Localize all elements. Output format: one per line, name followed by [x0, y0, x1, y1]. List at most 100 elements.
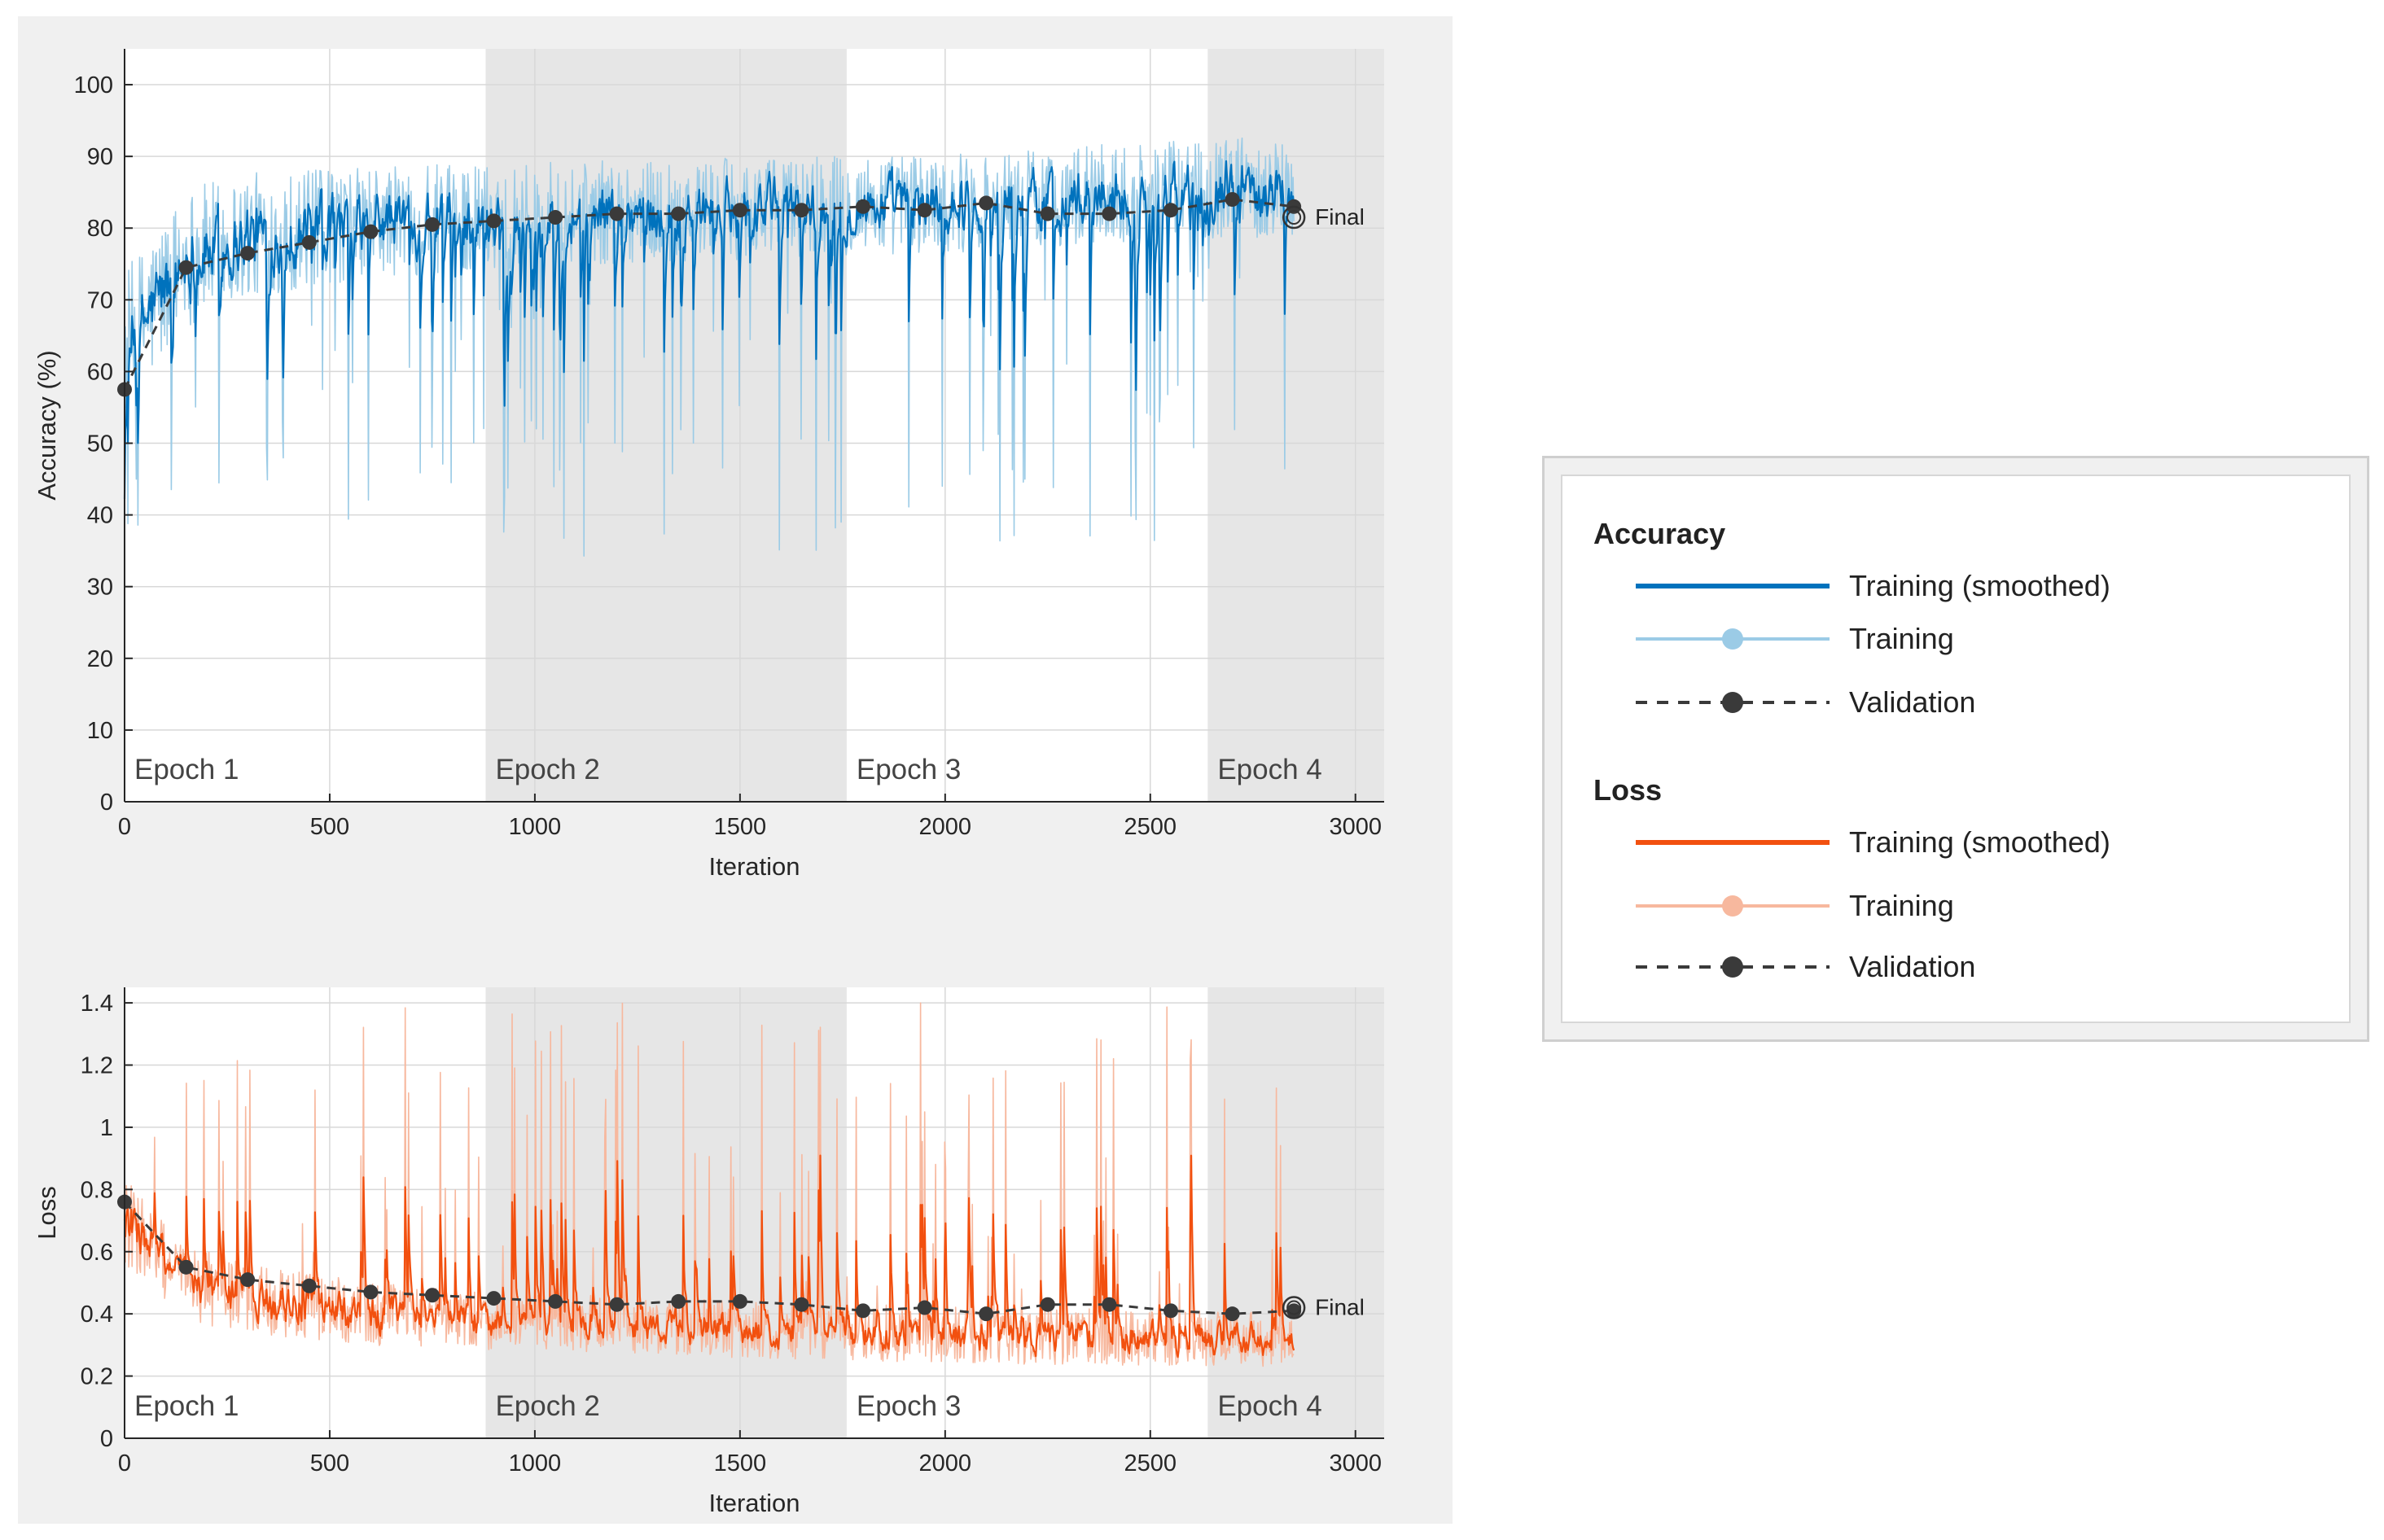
- validation-point: [178, 1259, 194, 1275]
- series-validation: [123, 198, 1295, 391]
- validation-point: [979, 1306, 994, 1322]
- validation-point: [1040, 206, 1055, 221]
- legend-label: Training (smoothed): [1849, 825, 2110, 859]
- y-tick-label: 0.6: [81, 1240, 113, 1266]
- epoch-label: Epoch 3: [857, 1390, 961, 1422]
- x-tick-label: 3000: [1329, 814, 1382, 840]
- y-tick-label: 1.4: [81, 991, 113, 1017]
- final-label: Final: [1315, 204, 1365, 230]
- validation-point: [301, 1278, 317, 1293]
- x-axis-label: Iteration: [708, 1489, 800, 1517]
- final-marker: [1282, 1296, 1306, 1319]
- validation-point: [1225, 192, 1240, 207]
- x-axis-label: Iteration: [708, 852, 800, 881]
- y-tick-label: 0: [100, 1426, 113, 1452]
- epoch-band: [485, 987, 847, 1438]
- y-tick-label: 0.4: [81, 1302, 113, 1328]
- loss-chart: Final Epoch 1 Epoch 2 Epoch 3 Epoch 4 0 0.2 0.4…: [33, 987, 1384, 1517]
- validation-point: [794, 1297, 809, 1312]
- legend-line-loss-raw: [1636, 895, 1830, 917]
- validation-point: [732, 1293, 747, 1309]
- y-tick-label: 50: [87, 431, 113, 457]
- epoch-band: [1207, 987, 1384, 1438]
- legend-heading-accuracy: Accuracy: [1593, 517, 1726, 550]
- legend-label: Validation: [1849, 950, 1976, 983]
- y-tick-label: 100: [74, 72, 113, 98]
- final-label: Final: [1315, 1295, 1365, 1320]
- legend-item-accuracy-validation: Validation: [1636, 686, 2320, 719]
- validation-point: [240, 1272, 256, 1288]
- validation-point: [363, 1284, 379, 1300]
- y-tick-label: 40: [87, 503, 113, 529]
- series-training-smoothed: [123, 1154, 1295, 1358]
- validation-point: [856, 1303, 871, 1319]
- y-tick-label: 60: [87, 359, 113, 385]
- validation-point: [1102, 1297, 1117, 1312]
- validation-point: [732, 203, 747, 218]
- x-tick-label: 2500: [1124, 1450, 1177, 1477]
- series-training-raw: [124, 1002, 1295, 1367]
- validation-point: [671, 206, 686, 221]
- legend-label: Training: [1849, 889, 1954, 922]
- validation-point: [486, 1291, 502, 1306]
- legend-line-accuracy-raw: [1636, 628, 1830, 650]
- legend-line-loss-validation: [1636, 956, 1830, 978]
- validation-point: [917, 1300, 932, 1315]
- legend-line-accuracy-smoothed: [1636, 584, 1830, 588]
- legend-item-accuracy-training: Training: [1636, 623, 2320, 655]
- validation-point: [794, 203, 809, 218]
- x-tick-label: 3000: [1329, 1450, 1382, 1477]
- y-axis-label: Loss: [33, 1186, 61, 1239]
- legend-item-loss-training-smoothed: Training (smoothed): [1636, 826, 2320, 859]
- validation-point: [301, 234, 317, 250]
- legend-item-accuracy-training-smoothed: Training (smoothed): [1636, 570, 2320, 602]
- validation-point: [363, 224, 379, 239]
- x-tick-label: 500: [310, 814, 349, 840]
- validation-point: [1163, 1303, 1178, 1319]
- validation-point: [240, 246, 256, 261]
- validation-point: [671, 1293, 686, 1309]
- y-axis-label: Accuracy (%): [33, 350, 61, 500]
- y-tick-label: 1: [100, 1115, 113, 1141]
- y-tick-label: 20: [87, 646, 113, 672]
- x-tick-label: 0: [118, 1450, 131, 1477]
- legend-line-accuracy-validation: [1636, 692, 1830, 713]
- validation-point: [917, 203, 932, 218]
- x-tick-label: 500: [310, 1450, 349, 1477]
- epoch-label: Epoch 2: [495, 754, 599, 785]
- legend-label: Training (smoothed): [1849, 569, 2110, 602]
- final-marker-inner: [1286, 210, 1302, 225]
- epoch-label: Epoch 1: [134, 1390, 239, 1422]
- y-tick-label: 10: [87, 718, 113, 744]
- y-tick-label: 0: [100, 790, 113, 816]
- legend-item-loss-training: Training: [1636, 890, 2320, 922]
- epoch-label: Epoch 1: [134, 754, 239, 785]
- epoch-label: Epoch 4: [1217, 754, 1321, 785]
- validation-point: [424, 217, 440, 232]
- legend-line-loss-smoothed: [1636, 840, 1830, 845]
- epoch-label: Epoch 4: [1217, 1390, 1321, 1422]
- validation-point: [548, 1293, 563, 1309]
- validation-point: [1286, 1303, 1302, 1319]
- series-training-smoothed: [123, 160, 1295, 500]
- x-tick-label: 2500: [1124, 814, 1177, 840]
- y-tick-label: 70: [87, 287, 113, 313]
- x-tick-label: 1000: [509, 1450, 562, 1477]
- x-tick-label: 2000: [919, 814, 972, 840]
- y-tick-label: 0.8: [81, 1177, 113, 1203]
- validation-point: [609, 206, 624, 221]
- y-tick-label: 1.2: [81, 1053, 113, 1079]
- legend-box: Accuracy Training (smoothed) Training Va…: [1561, 475, 2351, 1023]
- legend-label: Training: [1849, 622, 1954, 655]
- legend-panel: Accuracy Training (smoothed) Training Va…: [1542, 456, 2369, 1042]
- validation-point: [609, 1297, 624, 1312]
- validation-point: [979, 195, 994, 211]
- epoch-label: Epoch 3: [857, 754, 961, 785]
- x-tick-label: 1500: [714, 814, 767, 840]
- epoch-label: Epoch 2: [495, 1390, 599, 1422]
- y-tick-label: 30: [87, 575, 113, 601]
- validation-point: [424, 1288, 440, 1303]
- validation-point: [1163, 203, 1178, 218]
- accuracy-chart: Final Epoch 1 Epoch 2 Epoch 3 Epoch 4 0 10 20 30…: [33, 49, 1384, 881]
